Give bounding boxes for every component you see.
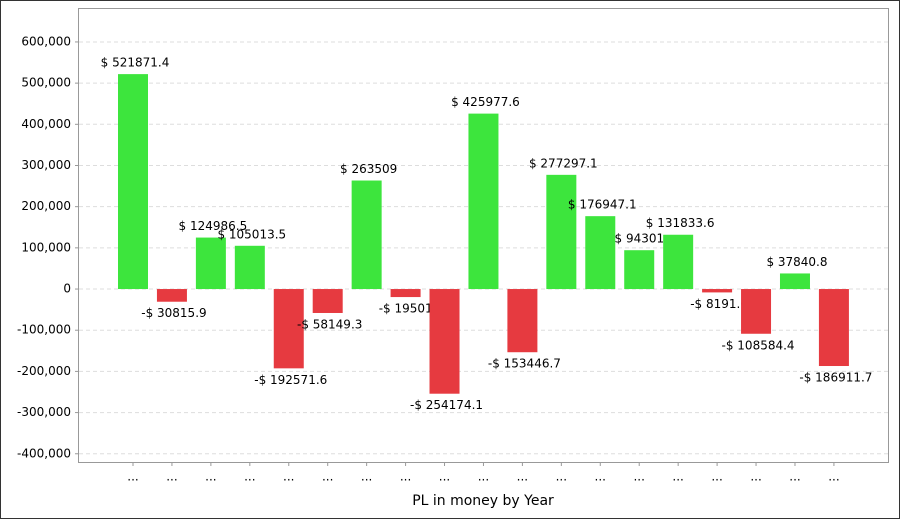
bar: [351, 180, 382, 290]
bar: [624, 250, 655, 290]
value-label: -$ 108584.4: [722, 338, 795, 352]
bar: [818, 289, 849, 367]
y-tick-label: -200,000: [17, 364, 71, 378]
value-label: $ 37840.8: [766, 255, 827, 269]
x-tick-label: ...: [828, 470, 839, 484]
y-tick-label: -100,000: [17, 323, 71, 337]
x-tick-label: ...: [633, 470, 644, 484]
bar: [741, 289, 772, 334]
y-tick-label: 600,000: [21, 34, 71, 48]
y-tick-label: 500,000: [21, 76, 71, 90]
value-label: $ 105013.5: [217, 227, 286, 241]
value-label: $ 124986.5: [179, 219, 248, 233]
value-label: -$ 192571.6: [254, 373, 327, 387]
y-tick-label: 0: [63, 282, 71, 296]
x-axis-title: PL in money by Year: [412, 493, 554, 509]
x-tick-label: ...: [478, 470, 489, 484]
y-tick-label: 200,000: [21, 199, 71, 213]
x-tick-label: ...: [205, 470, 216, 484]
x-tick-label: ...: [127, 470, 138, 484]
x-tick-label: ...: [439, 470, 450, 484]
value-label: -$ 8191.6: [690, 297, 748, 311]
x-tick-label: ...: [595, 470, 606, 484]
x-tick-label: ...: [361, 470, 372, 484]
value-label: $ 176947.1: [568, 198, 637, 212]
bar: [390, 289, 421, 298]
x-tick-label: ...: [750, 470, 761, 484]
bar: [585, 216, 616, 290]
bar: [273, 289, 304, 369]
bar: [118, 74, 148, 290]
x-tick-label: ...: [556, 470, 567, 484]
bar: [663, 234, 694, 290]
y-tick-label: -400,000: [17, 446, 71, 460]
x-tick-label: ...: [400, 470, 411, 484]
x-tick-label: ...: [244, 470, 255, 484]
value-label: -$ 254174.1: [410, 398, 483, 412]
x-tick-label: ...: [322, 470, 333, 484]
value-label: -$ 153446.7: [488, 357, 561, 371]
bar: [195, 237, 226, 290]
y-tick-label: 300,000: [21, 158, 71, 172]
y-tick-label: 100,000: [21, 240, 71, 254]
bar: [779, 273, 810, 290]
bar: [429, 289, 460, 394]
value-label: -$ 186911.7: [799, 371, 872, 385]
x-tick-label: ...: [283, 470, 294, 484]
x-tick-label: ...: [789, 470, 800, 484]
value-label: $ 131833.6: [646, 216, 715, 230]
value-label: -$ 30815.9: [141, 306, 206, 320]
value-label: -$ 19501.: [379, 302, 437, 316]
value-label: $ 277297.1: [529, 156, 598, 170]
value-label: $ 425977.6: [451, 95, 520, 109]
value-label: $ 521871.4: [101, 56, 170, 70]
bar: [234, 245, 265, 290]
bar: [468, 113, 499, 290]
bar: [507, 289, 538, 353]
x-tick-label: ...: [517, 470, 528, 484]
bar: [312, 289, 343, 313]
bar: [156, 289, 187, 302]
x-tick-label: ...: [672, 470, 683, 484]
y-tick-label: -300,000: [17, 405, 71, 419]
bar: [702, 289, 733, 293]
value-label: $ 263509: [340, 162, 397, 176]
x-tick-label: ...: [166, 470, 177, 484]
x-tick-label: ...: [711, 470, 722, 484]
value-label: -$ 58149.3: [297, 317, 362, 331]
value-label: $ 94301.: [615, 232, 668, 246]
bar: [546, 174, 577, 290]
y-tick-label: 400,000: [21, 117, 71, 131]
